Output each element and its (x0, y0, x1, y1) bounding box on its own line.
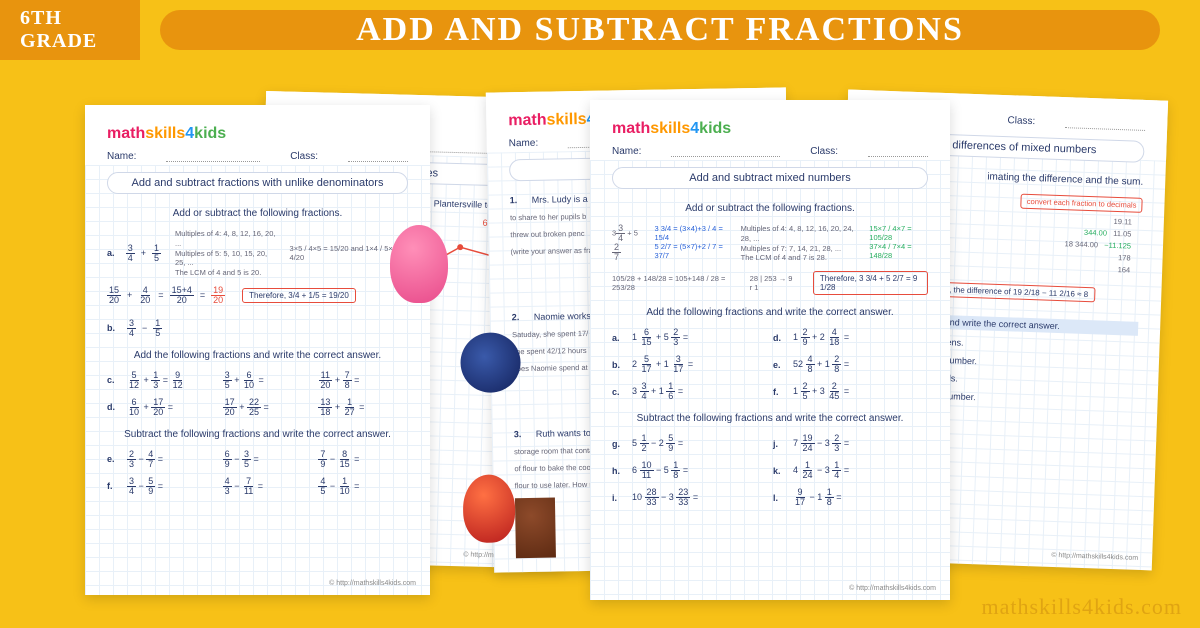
grade-badge: 6TH GRADE (0, 0, 140, 60)
exercise-row: c.3 34 + 1 16 =f.1 25 + 3 245 = (612, 382, 928, 401)
exercise-row: f.34 − 59 =43 − 711 =45 − 110 = (107, 477, 408, 496)
exercise-row: g.5 12 − 2 59 =j.7 1924 − 3 23 = (612, 434, 928, 453)
watermark: mathskills4kids.com (982, 594, 1183, 620)
hero-character-icon (463, 474, 516, 543)
girl-character-icon (515, 498, 556, 559)
name-label: Name: (107, 151, 136, 162)
brand-logo: mathskills4kids (612, 120, 928, 138)
worksheet-unlike-denominators: mathskills4kids Name: Class: Add and sub… (85, 105, 430, 595)
exercise-row: b.2 517 + 1 317 =e.52 48 + 1 28 = (612, 355, 928, 374)
exercise-row: h.6 1011 − 5 18 =k.4 124 − 3 14 = (612, 461, 928, 480)
exercise-row: i.10 2833 − 3 2333 =l.917 − 1 18 = (612, 488, 928, 507)
pink-character-icon (390, 225, 448, 303)
sheet-title: Add and subtract fractions with unlike d… (107, 172, 408, 194)
exercise-row: d.610 + 1720 =1720 + 2225 =1318 + 127 = (107, 398, 408, 417)
globe-icon (460, 332, 521, 393)
brand-logo: mathskills4kids (107, 125, 408, 143)
exercise-row: e.23 − 47 =69 − 35 =79 − 815 = (107, 450, 408, 469)
exercise-row: a.1 615 + 5 23 =d.1 29 + 2 418 = (612, 328, 928, 347)
exercise-row: c.512 + 13 = 91235 + 610 =1120 + 78 = (107, 371, 408, 390)
class-label: Class: (290, 151, 318, 162)
grade-line1: 6TH (20, 7, 120, 30)
page-title: ADD AND SUBTRACT FRACTIONS (160, 10, 1160, 50)
worksheets-container: mathskills4kids Class: stances Plantersv… (0, 75, 1200, 615)
grade-line2: GRADE (20, 30, 120, 53)
worksheet-mixed-numbers: mathskills4kids Name: Class: Add and sub… (590, 100, 950, 600)
